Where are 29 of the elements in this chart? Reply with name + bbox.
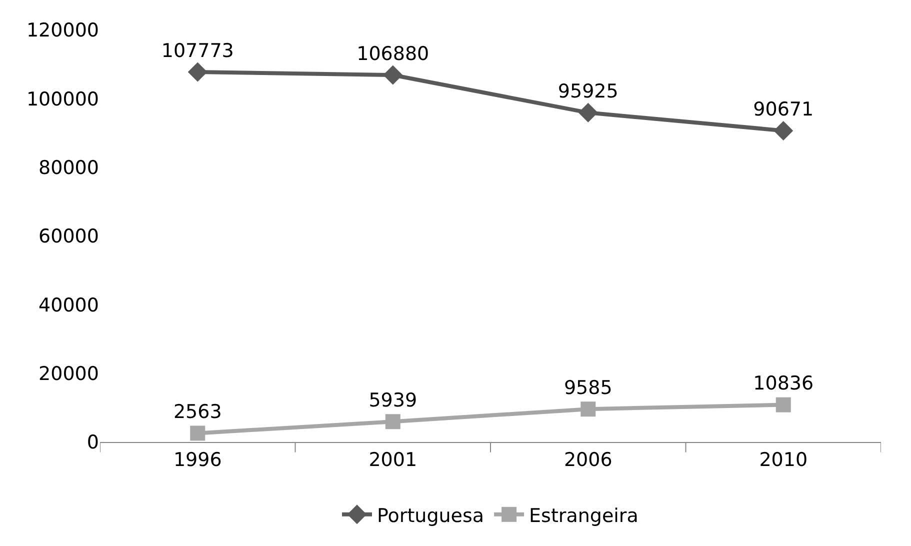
x-tick-label: 2010 — [759, 448, 808, 471]
point — [385, 414, 400, 430]
data-label: 107773 — [161, 40, 234, 62]
y-tick-label: 100000 — [26, 88, 99, 110]
data-label: 106880 — [356, 42, 430, 65]
legend-label: Portuguesa — [377, 504, 484, 527]
y-tick-label: 120000 — [26, 20, 99, 42]
y-tick-label: 40000 — [38, 294, 99, 316]
point — [188, 62, 208, 82]
point — [578, 102, 598, 122]
y-tick-label: 60000 — [38, 226, 99, 248]
data-label: 90671 — [753, 98, 814, 121]
data-label: 2563 — [173, 401, 222, 424]
y-tick-label: 0 — [86, 432, 99, 454]
data-label: 5939 — [368, 389, 418, 412]
point — [190, 426, 206, 441]
y-tick-label: 20000 — [38, 362, 99, 385]
data-label: 9585 — [564, 376, 612, 399]
point — [580, 402, 596, 417]
data-label: 95925 — [558, 80, 618, 103]
x-tick-label: 2006 — [564, 448, 612, 471]
y-tick-label: 80000 — [38, 156, 99, 179]
point — [383, 65, 403, 85]
x-tick-label: 2001 — [368, 448, 418, 471]
point — [774, 120, 794, 140]
x-tick-label: 1996 — [173, 448, 222, 471]
legend-label: Estrangeira — [529, 504, 638, 527]
point — [776, 397, 791, 412]
data-label: 10836 — [753, 372, 814, 395]
